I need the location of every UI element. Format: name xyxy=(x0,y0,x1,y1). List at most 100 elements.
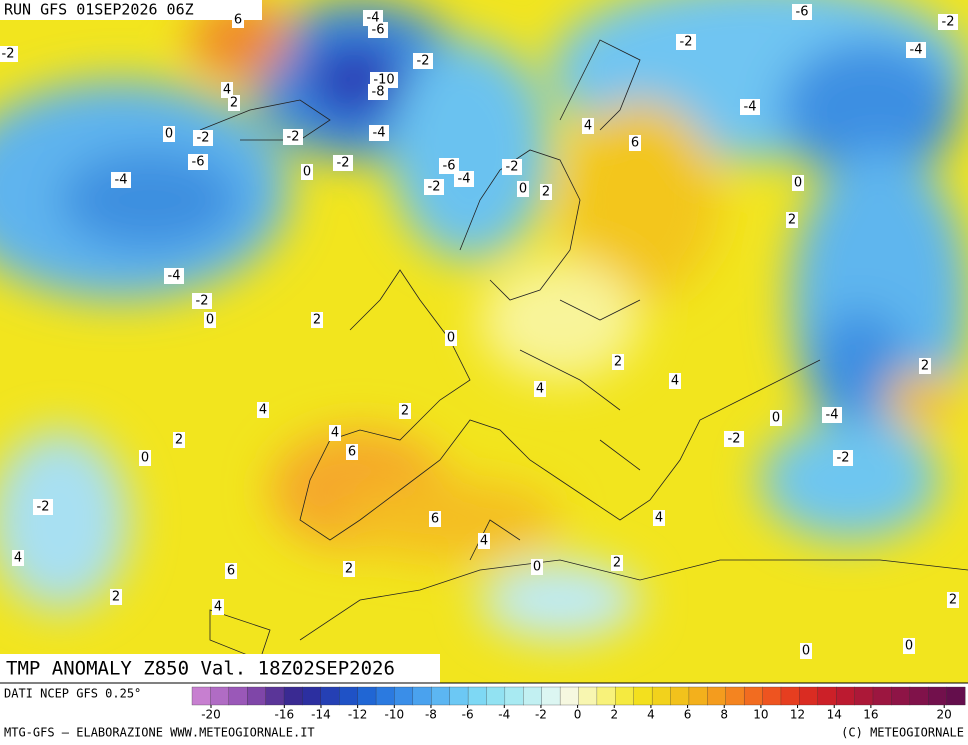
contour-label: 2 xyxy=(614,355,622,370)
contour-label: 4 xyxy=(214,600,222,615)
contour-label: 6 xyxy=(227,564,235,579)
label-box xyxy=(225,563,237,579)
contour-labels: -4-6-6-2-26-2-4-2-10-842 -40 -2 -2 -4 46-6 -2-… xyxy=(0,4,959,659)
label-box xyxy=(311,312,323,328)
label-box xyxy=(212,599,224,615)
label-box xyxy=(221,82,233,98)
colorbar-label: 14 xyxy=(827,708,842,722)
anomaly-field xyxy=(0,0,968,640)
contour-label: 0 xyxy=(794,176,802,191)
contour-label: 0 xyxy=(303,165,311,180)
label-box xyxy=(193,130,213,146)
contour-label: 4 xyxy=(671,374,679,389)
colorbar-label: 4 xyxy=(647,708,655,722)
label-box xyxy=(369,125,389,141)
label-box xyxy=(283,129,303,145)
contour-label: 0 xyxy=(447,331,455,346)
label-box xyxy=(740,99,760,115)
label-box xyxy=(454,171,474,187)
contour-label: 2 xyxy=(542,185,550,200)
colorbar-swatch xyxy=(320,686,340,706)
label-box xyxy=(439,158,459,174)
contour-label: 0 xyxy=(772,411,780,426)
contour-label: 6 xyxy=(631,136,639,151)
colorbar-swatch xyxy=(615,686,635,706)
contour-label: 4 xyxy=(14,551,22,566)
colorbar-label: -20 xyxy=(201,708,221,722)
label-box xyxy=(346,444,358,460)
contour-label: 2 xyxy=(230,96,238,111)
colorbar-swatch xyxy=(541,686,561,706)
label-box xyxy=(163,126,175,142)
contour-label: 6 xyxy=(234,13,242,28)
contour-label: 4 xyxy=(655,511,663,526)
colorbar-label: -2 xyxy=(535,708,547,722)
contour-label: 4 xyxy=(259,403,267,418)
label-box xyxy=(792,4,812,20)
colorbar-swatch xyxy=(872,686,892,706)
label-box xyxy=(192,293,212,309)
colorbar-swatch xyxy=(688,686,708,706)
contour-label: -2 xyxy=(37,500,50,515)
label-box xyxy=(33,499,53,515)
contour-label: -4 xyxy=(458,172,471,187)
label-box xyxy=(0,46,18,62)
colorbar-swatch xyxy=(817,686,837,706)
colorbar: -20 -16 -14 -12 -10 -8 -6 -4 -2 0 2 4 6 8 10 12 14 16 20 xyxy=(191,686,966,722)
label-box xyxy=(445,330,457,346)
contour-label: -2 xyxy=(337,156,350,171)
contour-label: 0 xyxy=(802,644,810,659)
colorbar-swatch xyxy=(412,686,432,706)
label-box xyxy=(429,511,441,527)
label-box xyxy=(399,403,411,419)
header-box xyxy=(0,0,262,20)
contour-label: 6 xyxy=(348,445,356,460)
contour-label: 4 xyxy=(584,119,592,134)
colorbar-swatch xyxy=(228,686,248,706)
colorbar-label: -16 xyxy=(275,708,295,722)
label-box xyxy=(517,181,529,197)
contour-label: -2 xyxy=(942,15,955,30)
contour-label: 2 xyxy=(175,433,183,448)
contour-label: -2 xyxy=(196,294,209,309)
label-box xyxy=(139,450,151,466)
contour-label: -2 xyxy=(2,47,15,62)
label-box xyxy=(792,175,804,191)
label-box xyxy=(329,425,341,441)
label-box xyxy=(676,34,696,50)
contour-label: 4 xyxy=(480,534,488,549)
colorbar-swatch xyxy=(283,686,303,706)
data-source: DATI NCEP GFS 0.25° xyxy=(4,687,141,701)
colorbar-swatch xyxy=(743,686,763,706)
colorbar-swatch xyxy=(596,686,616,706)
label-box xyxy=(629,135,641,151)
colorbar-swatch xyxy=(725,686,745,706)
label-box xyxy=(669,373,681,389)
label-box xyxy=(232,12,244,28)
colorbar-label: 20 xyxy=(937,708,952,722)
label-box xyxy=(502,159,522,175)
colorbar-swatch xyxy=(247,686,267,706)
colorbar-swatch xyxy=(339,686,359,706)
label-box xyxy=(800,643,812,659)
label-box xyxy=(770,410,782,426)
colorbar-label: 10 xyxy=(753,708,768,722)
contour-label: 0 xyxy=(165,127,173,142)
contour-label: -6 xyxy=(796,5,809,20)
copyright: (C) METEOGIORNALE xyxy=(841,726,964,740)
colorbar-swatch xyxy=(799,686,819,706)
colorbar-swatch xyxy=(467,686,487,706)
colorbar-swatch xyxy=(762,686,782,706)
colorbar-label: 12 xyxy=(790,708,805,722)
colorbar-swatch xyxy=(431,686,451,706)
label-box xyxy=(301,164,313,180)
contour-label: -8 xyxy=(372,85,385,100)
label-box xyxy=(478,533,490,549)
colorbar-label: 2 xyxy=(610,708,618,722)
label-box xyxy=(903,638,915,654)
label-box xyxy=(228,95,240,111)
colorbar-swatch xyxy=(946,686,966,706)
colorbar-swatch xyxy=(486,686,506,706)
